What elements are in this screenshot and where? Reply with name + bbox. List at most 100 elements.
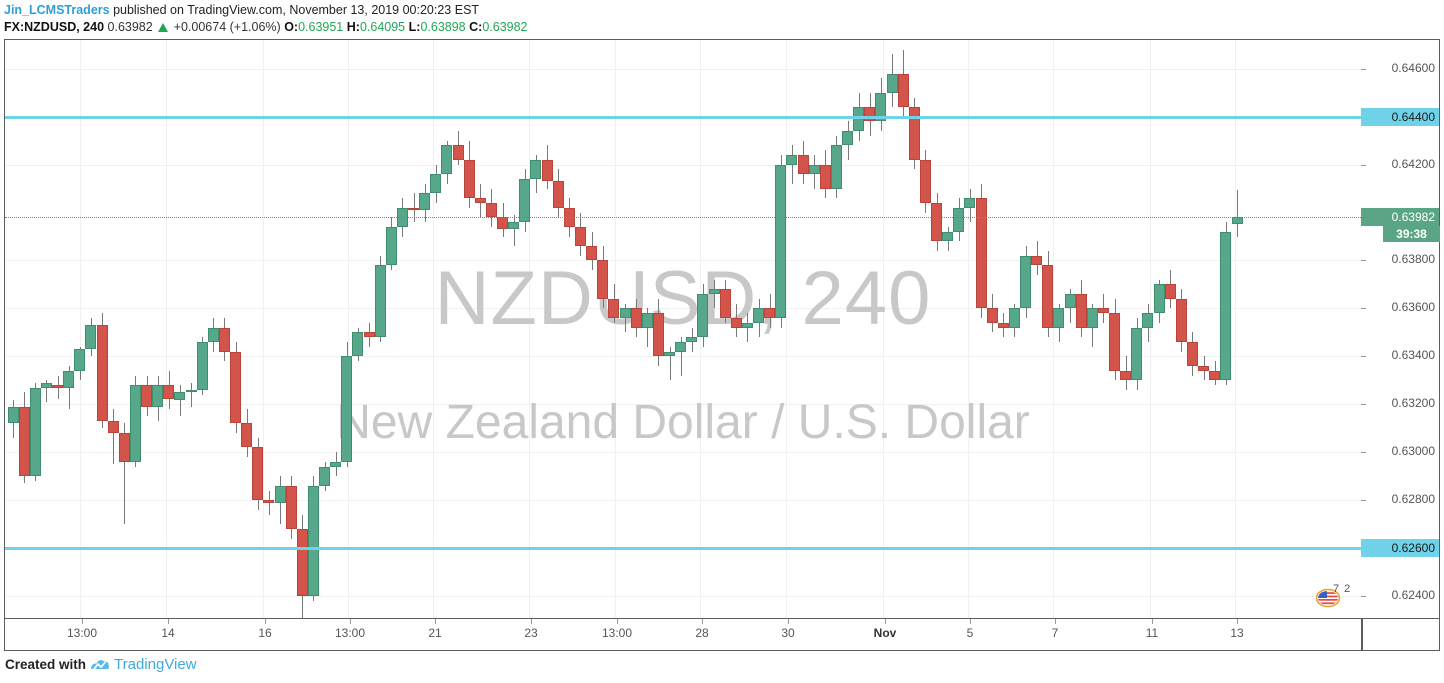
candle-body <box>1154 284 1165 314</box>
gridline-horizontal <box>5 164 1361 166</box>
candle-body <box>998 322 1009 328</box>
tradingview-brand-label[interactable]: TradingView <box>114 656 197 673</box>
candle-body <box>853 107 864 132</box>
candle-wick <box>714 279 715 309</box>
candle-body <box>186 389 197 393</box>
candle-body <box>887 73 898 93</box>
gridline-vertical <box>263 40 264 618</box>
candle-body <box>341 356 352 462</box>
close-value: 0.63982 <box>482 20 528 34</box>
price-tick-mark <box>1361 596 1366 598</box>
candle-body <box>1076 294 1087 328</box>
candle-body <box>352 332 363 357</box>
candle-body <box>1198 365 1209 371</box>
candle-body <box>1053 308 1064 328</box>
candle-body <box>8 406 19 424</box>
time-axis-label: 7 <box>1051 626 1059 640</box>
gridline-vertical <box>433 40 434 618</box>
gridline-vertical <box>615 40 616 618</box>
candle-body <box>197 341 208 390</box>
symbol-quote-line: FX:NZDUSD, 240 0.63982 +0.00674 (+1.06%)… <box>4 19 528 35</box>
candle-body <box>953 207 964 232</box>
price-axis-tick-label: 0.63200 <box>1391 396 1435 411</box>
price-axis-tick-label: 0.62800 <box>1391 492 1435 507</box>
candle-body <box>898 73 909 108</box>
price-tick-mark <box>1361 452 1366 454</box>
candle-body <box>252 447 263 501</box>
horizontal-level-line[interactable] <box>5 547 1361 551</box>
candle-body <box>1232 216 1243 225</box>
candle-body <box>330 461 341 467</box>
time-tick-mark <box>168 619 169 624</box>
candle-body <box>230 351 241 424</box>
candle-body <box>575 226 586 247</box>
price-axis[interactable]: 0.64600 0.64400 0.64200 0.63800 0.63600 0.634… <box>1361 39 1440 619</box>
time-axis-label: 13:00 <box>334 626 366 640</box>
candle-body <box>52 385 63 388</box>
candle-body <box>1020 255 1031 309</box>
candle-body <box>753 308 764 323</box>
time-tick-mark <box>1055 619 1056 624</box>
candle-body <box>63 370 74 388</box>
time-tick-mark <box>350 619 351 624</box>
candle-body <box>308 485 319 597</box>
candle-body <box>931 202 942 242</box>
candle-body <box>864 107 875 122</box>
gridline-horizontal <box>5 500 1361 502</box>
symbol-label[interactable]: FX:NZDUSD, 240 <box>4 20 105 34</box>
candle-body <box>675 341 686 352</box>
price-axis-level-tag[interactable]: 0.62600 <box>1361 539 1439 558</box>
candle-wick <box>681 337 682 376</box>
chart-plot-area[interactable]: NZDUSD, 240 New Zealand Dollar / U.S. Do… <box>4 39 1361 619</box>
time-tick-mark <box>265 619 266 624</box>
gridline-horizontal <box>5 596 1361 598</box>
candle-wick <box>1237 189 1238 237</box>
gridline-horizontal <box>5 404 1361 406</box>
candle-body <box>620 308 631 318</box>
current-price-tick-mark <box>1361 216 1366 218</box>
candle-body <box>141 385 152 407</box>
candle-body <box>130 385 141 462</box>
candle-body <box>976 198 987 309</box>
candle-body <box>709 289 720 295</box>
tradingview-logo-icon <box>91 659 110 670</box>
candle-body <box>486 202 497 218</box>
candle-wick <box>191 382 192 407</box>
gridline-vertical <box>1053 40 1054 618</box>
price-tick-mark <box>1361 260 1366 262</box>
candle-body <box>1209 370 1220 381</box>
axis-separator <box>1361 619 1363 651</box>
candle-body <box>664 351 675 357</box>
candle-body <box>1109 313 1120 371</box>
price-axis-tick-label: 0.63000 <box>1391 444 1435 459</box>
candle-body <box>508 222 519 230</box>
candle-wick <box>113 409 114 465</box>
watermark-symbol: NZDUSD, 240 <box>434 256 932 341</box>
horizontal-level-line[interactable] <box>5 115 1361 119</box>
time-axis[interactable]: 13:00 14 16 13:00 21 23 13:00 28 30 Nov 5 7 11 13 <box>4 619 1440 651</box>
candle-body <box>163 385 174 400</box>
candle-body <box>1120 370 1131 381</box>
candle-body <box>1176 298 1187 342</box>
candle-body <box>842 131 853 146</box>
us-flag-event-icon[interactable]: 7 2 <box>1316 583 1352 609</box>
created-with-label: Created with <box>5 657 87 672</box>
candle-body <box>875 92 886 122</box>
candle-body <box>108 421 119 434</box>
candle-body <box>263 500 274 503</box>
gridline-vertical <box>1150 40 1151 618</box>
candle-body <box>530 159 541 179</box>
candle-body <box>453 145 464 160</box>
candle-body <box>820 164 831 189</box>
author-link[interactable]: Jin_LCMSTraders <box>4 3 110 17</box>
candle-body <box>219 327 230 352</box>
gridline-horizontal <box>5 452 1361 454</box>
time-tick-mark <box>435 619 436 624</box>
candle-body <box>942 231 953 242</box>
candle-body <box>631 308 642 328</box>
price-axis-level-tag[interactable]: 0.64400 <box>1361 107 1439 126</box>
current-price-tag[interactable]: 0.63982 <box>1361 207 1439 226</box>
low-label: L: <box>408 20 421 34</box>
candle-wick <box>69 365 70 410</box>
time-tick-mark <box>1152 619 1153 624</box>
